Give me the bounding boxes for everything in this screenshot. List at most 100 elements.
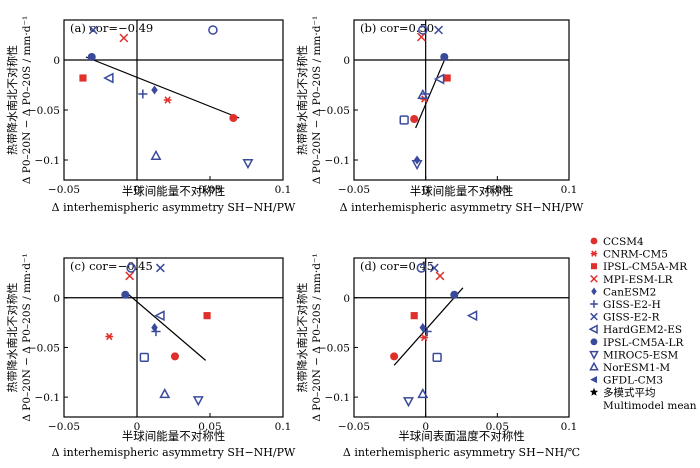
data-point — [192, 396, 204, 407]
data-point — [417, 388, 429, 399]
legend-marker — [589, 387, 599, 396]
data-point — [121, 290, 130, 299]
panel-title: (b) cor=0.50 — [360, 21, 434, 35]
legend-marker — [590, 274, 598, 283]
data-point — [411, 160, 423, 171]
data-point — [390, 352, 399, 361]
data-point — [418, 25, 428, 35]
data-point — [170, 352, 179, 361]
x-tick-label: 0.1 — [275, 184, 292, 196]
legend-label: NorESM1-M — [603, 362, 670, 374]
panel-title: (a) cor=−0.49 — [70, 21, 153, 35]
data-point — [450, 290, 459, 299]
y-axis-label-en: Δ P0–20N − Δ P0–20S / mm·d⁻¹ — [311, 16, 323, 184]
legend-marker — [590, 263, 598, 270]
legend-label: MIROC5-ESM — [603, 349, 679, 361]
y-tick-label: −0.05 — [318, 342, 350, 354]
legend-marker — [590, 237, 598, 245]
data-point — [443, 74, 451, 82]
data-point — [88, 25, 98, 35]
legend-marker — [590, 376, 598, 384]
subplot-d: −0.05 0 0.05 0.1 0 −0.05 −0.1 (d) cor=0.45 半球间表面… — [295, 253, 580, 459]
legend-label: IPSL-CM5A-LR — [603, 337, 684, 349]
x-tick-label: 0.05 — [486, 184, 509, 196]
y-axis-label-cn: 热带降水南北不对称性 — [5, 45, 19, 155]
y-tick-label: 0 — [53, 55, 60, 67]
data-point — [410, 114, 419, 124]
data-point — [154, 310, 165, 322]
legend-label: GISS-E2-R — [603, 312, 661, 324]
legend-label: IPSL-CM5A-MR — [603, 261, 688, 273]
data-point — [229, 113, 238, 123]
data-point — [208, 25, 218, 35]
y-tick-label: 0 — [343, 55, 350, 67]
regression-line — [393, 287, 464, 366]
legend-marker — [590, 338, 598, 346]
data-point — [151, 85, 158, 95]
data-point — [87, 52, 96, 62]
data-point — [103, 72, 114, 84]
data-point — [105, 332, 114, 341]
data-point — [119, 33, 129, 43]
regression-line — [124, 291, 207, 361]
plot-frame — [353, 19, 570, 181]
data-point — [402, 397, 414, 408]
data-point — [242, 159, 254, 170]
data-point — [163, 96, 172, 104]
data-point — [440, 52, 449, 62]
data-point — [417, 88, 429, 99]
x-tick-label: 0.1 — [275, 421, 292, 433]
y-axis-label-en: Δ P0–20N − Δ P0–20S / mm·d⁻¹ — [311, 253, 323, 421]
data-point — [159, 388, 171, 399]
y-tick-label: −0.05 — [28, 105, 60, 117]
y-axis-label-cn: 热带降水南北不对称性 — [5, 283, 19, 393]
data-point — [432, 352, 442, 363]
panel-title: (d) cor=0.45 — [360, 259, 434, 273]
data-point — [150, 149, 162, 160]
legend-label: GISS-E2-H — [603, 299, 661, 311]
x-axis-label-cn: 半球间能量不对称性 — [410, 184, 514, 198]
legend: CCSM4CNRM-CM5IPSL-CM5A-MRMPI-ESM-LRCanES… — [588, 236, 697, 412]
data-point — [433, 73, 445, 85]
x-axis-label-en: Δ interhemispheric asymmetry SH−NH/℃ — [343, 446, 580, 459]
y-tick-label: −0.1 — [35, 155, 61, 167]
legend-label: GFDL-CM3 — [603, 375, 663, 387]
y-axis-label-cn: 热带降水南北不对称性 — [295, 45, 309, 155]
x-tick-label: −0.05 — [338, 184, 370, 196]
data-point — [410, 312, 418, 320]
x-tick-label: 0.05 — [198, 421, 221, 433]
x-axis-label-en: Δ interhemispheric asymmetry SH−NH/PW — [52, 446, 296, 459]
data-point — [466, 310, 478, 322]
data-point — [139, 352, 149, 363]
data-point — [79, 74, 87, 82]
regression-line — [415, 56, 447, 129]
legend-marker — [588, 324, 598, 335]
legend-label: MPI-ESM-LR — [603, 274, 674, 286]
legend-label: CCSM4 — [603, 236, 644, 248]
x-tick-label: −0.05 — [48, 184, 80, 196]
x-axis-label-cn: 半球间能量不对称性 — [122, 184, 226, 198]
data-point — [422, 326, 432, 337]
legend-marker — [590, 300, 598, 308]
y-axis-label-en: Δ P0–20N − Δ P0–20S / mm·d⁻¹ — [21, 253, 33, 421]
x-tick-label: 0 — [134, 184, 141, 196]
subplot-b: −0.05 0 0.05 0.1 0 −0.05 −0.1 (b) cor=0.50 半球间能量… — [295, 16, 584, 214]
data-point — [399, 115, 409, 125]
x-axis-label-cn: 半球间表面温度不对称性 — [398, 429, 525, 443]
y-tick-label: −0.1 — [325, 392, 351, 404]
y-tick-label: 0 — [343, 293, 350, 305]
plot-frame — [353, 257, 570, 418]
data-point — [151, 326, 161, 337]
data-point — [203, 312, 211, 320]
y-tick-label: −0.1 — [35, 392, 61, 404]
legend-marker — [589, 350, 599, 360]
y-axis-label-en: Δ P0–20N − Δ P0–20S / mm·d⁻¹ — [21, 16, 33, 184]
data-point — [434, 25, 443, 35]
y-tick-label: −0.1 — [325, 155, 351, 167]
data-point — [126, 263, 136, 273]
x-tick-label: 0.1 — [561, 184, 578, 196]
data-point — [151, 323, 158, 333]
plot-frame — [63, 19, 284, 181]
data-point — [125, 271, 135, 281]
